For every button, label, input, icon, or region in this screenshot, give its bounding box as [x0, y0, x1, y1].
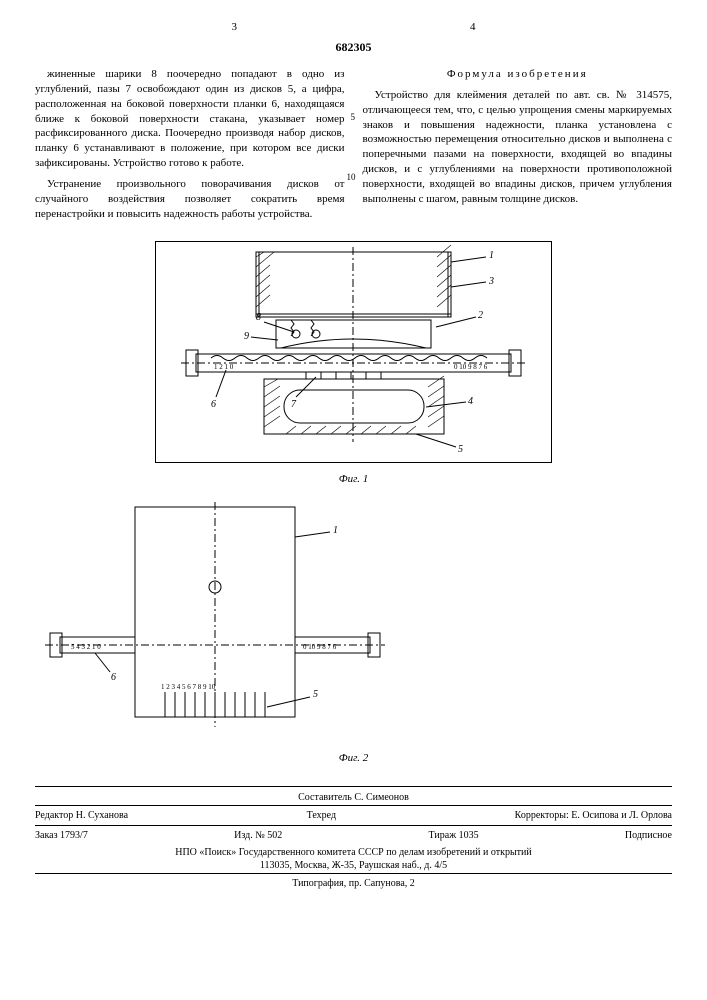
- left-para-2: Устранение произвольного поворачивания д…: [35, 177, 345, 222]
- left-para-1: жиненные шарики 8 поочередно попадают в …: [35, 67, 345, 171]
- fig1-label-3: 3: [488, 276, 494, 287]
- fig2-label-6: 6: [111, 672, 116, 683]
- fig2-label-1: 1: [333, 525, 338, 536]
- formula-title: Формула изобретения: [363, 67, 673, 82]
- footer-compiler: Составитель С. Симеонов: [35, 791, 672, 805]
- footer: Составитель С. Симеонов Редактор Н. Суха…: [35, 786, 672, 893]
- fig1-label-8: 8: [256, 312, 261, 323]
- footer-order: Заказ 1793/7: [35, 829, 88, 843]
- fig2-scale-left: 5 4 3 2 1 0: [71, 643, 101, 651]
- fig2-bottom-scale: 1 2 3 4 5 6 7 8 9 10: [161, 683, 216, 691]
- footer-addr: 113035, Москва, Ж-35, Раушская наб., д. …: [35, 859, 672, 873]
- footer-org: НПО «Поиск» Государственного комитета СС…: [35, 846, 672, 860]
- text-columns: жиненные шарики 8 поочередно попадают в …: [35, 67, 672, 227]
- fig2-scale-right: 0 10 9 8 7 6: [303, 643, 337, 651]
- left-column: жиненные шарики 8 поочередно попадают в …: [35, 67, 345, 227]
- page-num-right: 4: [470, 20, 476, 35]
- figure-2-caption: Фиг. 2: [35, 751, 672, 766]
- fig1-label-5: 5: [458, 444, 463, 455]
- footer-editor: Редактор Н. Суханова: [35, 809, 128, 823]
- right-column: 5 10 Формула изобретения Устройство для …: [363, 67, 673, 227]
- page-num-left: 3: [232, 20, 238, 35]
- figure-1-svg: 1 3 2 4 5 6 7 8 9 1 2 1 0 0 10 9 8 7 6: [156, 242, 551, 462]
- fig1-label-2: 2: [478, 310, 483, 321]
- figure-1-frame: 1 3 2 4 5 6 7 8 9 1 2 1 0 0 10 9 8 7 6: [155, 241, 552, 463]
- fig2-label-5: 5: [313, 689, 318, 700]
- figure-1-caption: Фиг. 1: [35, 472, 672, 487]
- figure-2-svg: 1 5 6 5 4 3 2 1 0 0 10 9 8 7 6 1 2 3 4 5…: [35, 497, 395, 747]
- footer-izd: Изд. № 502: [234, 829, 282, 843]
- document-number: 682305: [35, 39, 672, 55]
- line-number-5: 5: [351, 111, 356, 123]
- footer-sub: Подписное: [625, 829, 672, 843]
- fig1-label-6: 6: [211, 399, 216, 410]
- footer-techred: Техред: [307, 809, 336, 823]
- figure-2-wrap: 1 5 6 5 4 3 2 1 0 0 10 9 8 7 6 1 2 3 4 5…: [35, 497, 672, 766]
- footer-tirazh: Тираж 1035: [429, 829, 479, 843]
- fig1-scale-right: 0 10 9 8 7 6: [454, 363, 488, 371]
- figure-1-wrap: 1 3 2 4 5 6 7 8 9 1 2 1 0 0 10 9 8 7 6 Ф…: [35, 241, 672, 487]
- fig1-scale-left: 1 2 1 0: [214, 363, 234, 371]
- page-numbers: 3 4: [115, 20, 592, 35]
- footer-typo: Типография, пр. Сапунова, 2: [35, 873, 672, 894]
- right-para-1: Устройство для клеймения деталей по авт.…: [363, 88, 673, 207]
- footer-corrector: Корректоры: Е. Осипова и Л. Орлова: [515, 809, 672, 823]
- fig1-label-1: 1: [489, 250, 494, 261]
- fig1-label-9: 9: [244, 331, 249, 342]
- fig1-label-4: 4: [468, 396, 473, 407]
- line-number-10: 10: [347, 171, 356, 183]
